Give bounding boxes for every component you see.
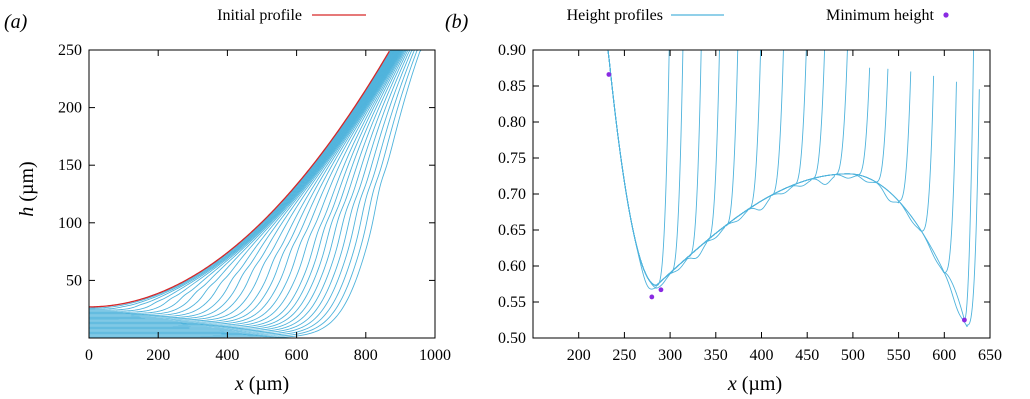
panel-b-ytick-label: 0.80 <box>498 114 526 131</box>
panel-b-frame <box>532 49 991 339</box>
height-profile-line <box>89 49 397 318</box>
height-profile-line <box>89 49 405 330</box>
height-profile-line <box>607 49 762 286</box>
panel-a-xlabel-var: x <box>234 373 244 395</box>
panel-a-xtick-label: 200 <box>146 347 170 364</box>
legend-minimum-height-marker <box>943 12 949 18</box>
panel-a-label: (a) <box>4 11 28 33</box>
height-profile-line <box>89 49 401 325</box>
panel-b-xtick-label: 350 <box>704 347 728 364</box>
panel-a: (a) Initial profile 0 200 400 600 800 1000 50 1… <box>4 7 451 395</box>
panel-b: (b) Height profiles Minimum height 200 25… <box>445 7 1002 395</box>
panel-b-xtick-label: 500 <box>841 347 865 364</box>
height-profile-line <box>89 49 394 312</box>
minimum-height-marker <box>658 287 664 293</box>
panel-b-xlabel-unit: (µm) <box>737 373 782 395</box>
height-profile-line <box>89 49 394 313</box>
panel-b-ytick-label: 0.85 <box>498 78 526 95</box>
panel-a-ylabel-var: h <box>16 207 38 217</box>
height-profile-line <box>89 49 400 322</box>
panel-a-xlabel-unit: (µm) <box>244 373 289 395</box>
height-profile-line <box>607 49 935 286</box>
height-profile-line <box>89 49 393 310</box>
height-profile-line <box>89 49 398 319</box>
minimum-height-marker <box>962 317 967 323</box>
panel-b-xtick-label: 400 <box>750 347 774 364</box>
panel-a-ytick-label: 250 <box>58 42 82 59</box>
panel-a-xlabel: x (µm) <box>234 373 289 395</box>
height-profile-line <box>89 49 400 321</box>
height-profile-line <box>89 49 410 333</box>
panel-b-ytick-label: 0.55 <box>498 294 526 311</box>
height-profile-line <box>89 49 402 326</box>
panel-b-xtick-label: 200 <box>567 347 591 364</box>
panel-b-xtick-label: 600 <box>932 347 956 364</box>
height-profile-line <box>607 49 720 286</box>
panel-a-axes: 0 200 400 600 800 1000 50 100 150 200 250 <box>58 42 451 364</box>
panel-b-plot <box>606 49 980 328</box>
panel-b-xtick-label: 250 <box>612 347 636 364</box>
panel-b-ytick-label: 0.90 <box>498 42 526 59</box>
panel-b-legend: Height profiles Minimum height <box>567 7 949 24</box>
legend-initial-profile-label: Initial profile <box>217 7 302 24</box>
height-profile-line <box>607 49 871 286</box>
panel-b-xlabel-var: x <box>727 373 737 395</box>
panel-a-ytick-label: 150 <box>58 157 82 174</box>
panel-b-xtick-label: 550 <box>887 347 911 364</box>
height-profile-line <box>89 49 414 336</box>
legend-minimum-height-label: Minimum height <box>826 7 935 24</box>
height-profile-line <box>607 49 684 289</box>
height-profile-line <box>944 49 974 321</box>
legend-height-profiles-label: Height profiles <box>567 7 663 24</box>
height-profile-line <box>89 49 416 337</box>
panel-b-ytick-label: 0.75 <box>498 150 526 167</box>
height-profile-line <box>89 49 392 309</box>
minimum-height-marker <box>606 72 612 77</box>
panel-a-ylabel-unit: (µm) <box>16 161 38 206</box>
height-profile-line <box>89 49 408 332</box>
panel-a-plot <box>88 49 422 339</box>
panel-a-xtick-label: 600 <box>285 347 309 364</box>
height-profile-line <box>607 49 848 286</box>
initial-profile-line <box>88 50 390 308</box>
height-profile-line <box>89 49 404 329</box>
panel-b-axes: 200 250 300 350 400 450 500 550 600 650 0.50 0.55 0.… <box>498 42 1002 364</box>
panel-a-xtick-label: 800 <box>354 347 378 364</box>
height-profile-line <box>89 49 396 315</box>
panel-a-ytick-label: 200 <box>58 100 82 117</box>
panel-b-label: (b) <box>445 11 469 33</box>
panel-b-xlabel: x (µm) <box>727 373 782 395</box>
height-profile-line <box>89 49 411 335</box>
panel-b-xtick-label: 650 <box>978 347 1002 364</box>
panel-a-xtick-label: 0 <box>85 347 93 364</box>
panel-b-ytick-label: 0.65 <box>498 222 526 239</box>
minimum-height-marker <box>649 294 655 300</box>
panel-b-ytick-label: 0.60 <box>498 258 526 275</box>
panel-b-ytick-label: 0.70 <box>498 186 526 203</box>
height-profile-line <box>89 49 404 328</box>
panel-a-ytick-label: 100 <box>58 215 82 232</box>
height-profile-line <box>89 49 419 338</box>
panel-a-ytick-label: 50 <box>66 272 82 289</box>
height-profile-line <box>89 49 398 320</box>
panel-b-xtick-label: 300 <box>658 347 682 364</box>
height-profile-line <box>89 49 403 327</box>
height-profile-line <box>89 49 407 331</box>
height-profile-line <box>89 49 396 316</box>
panel-a-ylabel: h (µm) <box>16 161 38 216</box>
height-profile-line <box>89 49 393 311</box>
panel-a-xtick-label: 1000 <box>419 347 451 364</box>
height-profile-line <box>89 49 401 323</box>
panel-b-ytick-label: 0.50 <box>498 330 526 347</box>
height-profile-line <box>607 49 980 328</box>
height-profile-line <box>89 49 397 317</box>
panel-b-xtick-label: 450 <box>795 347 819 364</box>
panel-a-xtick-label: 400 <box>215 347 239 364</box>
panel-a-legend: Initial profile <box>217 7 366 24</box>
panel-a-frame <box>88 49 436 339</box>
